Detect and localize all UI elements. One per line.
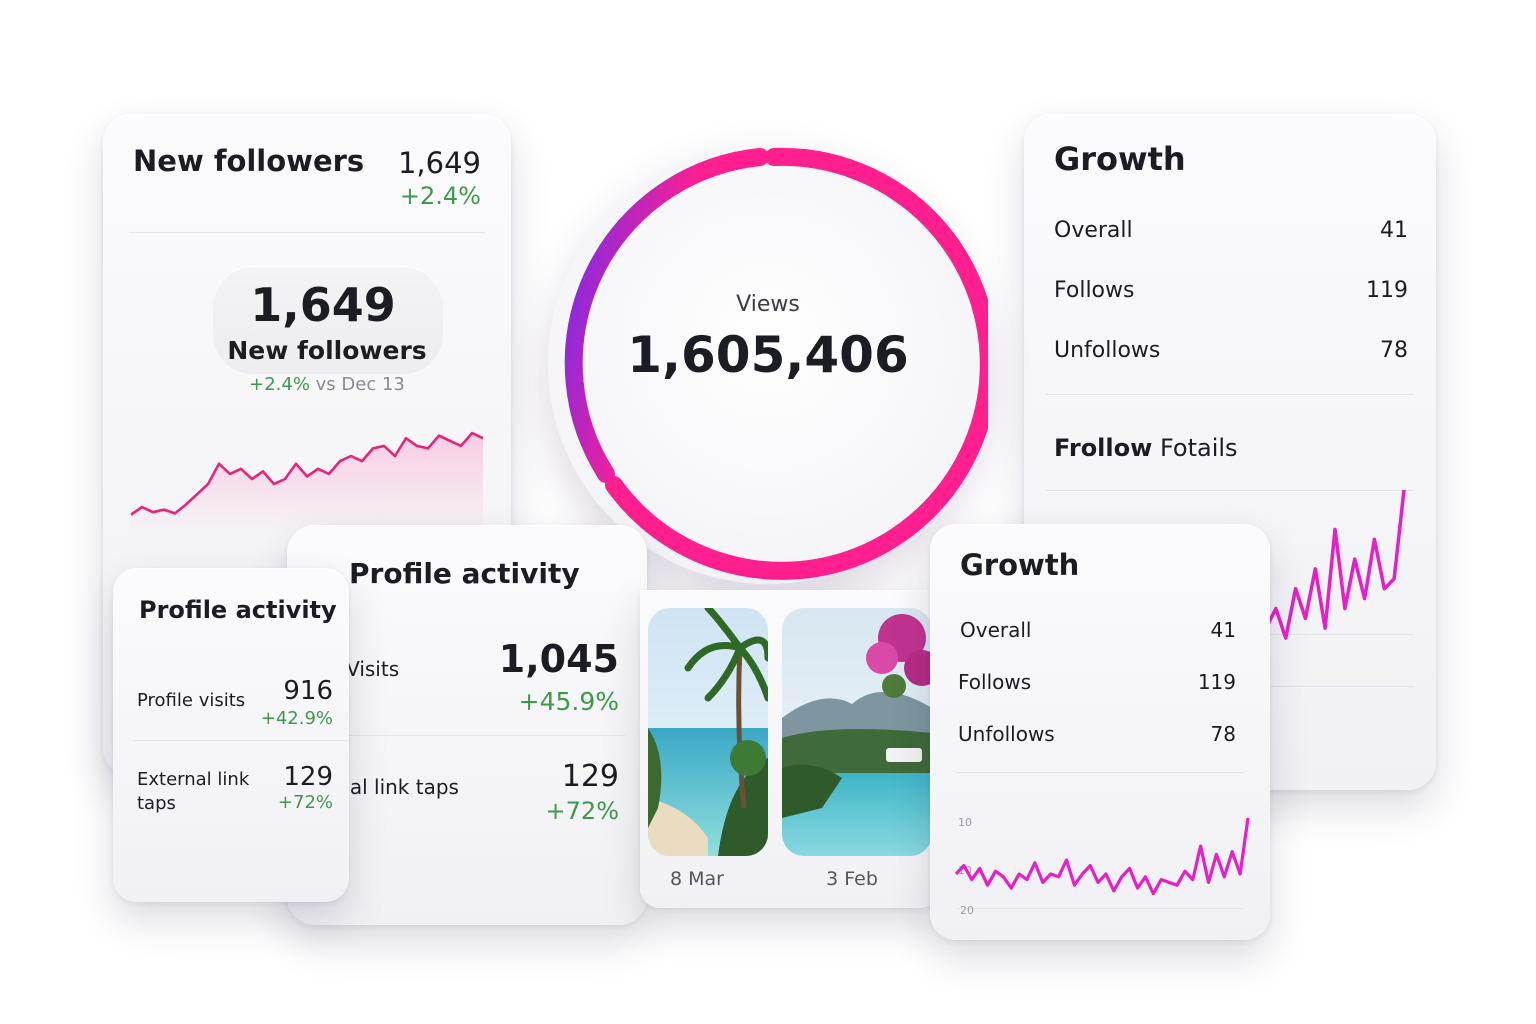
follow-details-bold: Frollow [1054, 434, 1153, 462]
profile-visits-label: Profile visits [137, 690, 246, 711]
trend-line [954, 817, 1250, 896]
row-value: 119 [1366, 278, 1408, 303]
follow-details-rest: Fotails [1159, 434, 1238, 462]
visits-value: 1,045 [498, 637, 619, 681]
vs-change: +2.4% [249, 374, 310, 395]
infinity-pool-photo[interactable] [782, 608, 932, 856]
row-value: 78 [1380, 338, 1408, 363]
ring-segment-pink [605, 147, 988, 580]
profile-visits-change: +42.9% [260, 708, 333, 729]
growth-back-trend-chart [1264, 489, 1406, 640]
growth-row-overall: Overall 41 [960, 618, 1236, 642]
new-followers-change: +2.4% [399, 182, 481, 210]
row-label: Follows [958, 670, 1032, 694]
infinity-pool-image [782, 608, 932, 856]
external-link-label: External link taps [137, 769, 250, 814]
row-value: 41 [1380, 218, 1408, 243]
views-ring [564, 147, 988, 580]
profile-activity-title: Profile activity [349, 557, 580, 590]
photo-date-2: 3 Feb [826, 868, 878, 890]
divider [956, 908, 1244, 909]
row-value: 41 [1210, 618, 1236, 642]
beach-palm-image [648, 608, 768, 856]
growth-row-follows: Follows 119 [1054, 278, 1408, 303]
row-label: Overall [960, 618, 1032, 642]
divider [133, 740, 349, 741]
divider [287, 735, 625, 736]
trend-line [1264, 489, 1406, 640]
growth-front-trend-chart [954, 817, 1250, 896]
growth-title: Growth [960, 548, 1080, 582]
external-link-change: +72% [545, 797, 619, 825]
profile-activity-card-front[interactable]: Profile activity Profile visits 916 +42.… [113, 568, 349, 902]
divider [956, 772, 1244, 773]
row-value: 78 [1210, 722, 1236, 746]
beach-palm-photo[interactable] [648, 608, 768, 856]
new-followers-title: New followers [133, 144, 365, 178]
trend-area [131, 433, 483, 534]
divider [1046, 394, 1414, 395]
views-label: Views [736, 292, 800, 317]
new-followers-big-label: New followers [227, 336, 427, 365]
divider [1046, 490, 1414, 491]
growth-row-overall: Overall 41 [1054, 218, 1408, 243]
external-link-value: 129 [561, 759, 619, 794]
views-donut[interactable]: Views 1,605,406 [548, 144, 988, 584]
external-link-change: +72% [277, 792, 333, 813]
growth-row-unfollows: Unfollows 78 [1054, 338, 1408, 363]
highlight-pill [213, 266, 443, 374]
photo-date-1: 8 Mar [670, 868, 724, 890]
ring-segment-purple [564, 148, 769, 483]
growth-row-unfollows: Unfollows 78 [958, 722, 1236, 746]
new-followers-big-value: 1,649 [250, 278, 396, 332]
row-value: 119 [1197, 670, 1236, 694]
trend-line [130, 431, 484, 516]
row-label: Follows [1054, 278, 1135, 303]
row-label: Unfollows [1054, 338, 1161, 363]
axis-tick: 10 [958, 816, 972, 829]
axis-tick: 20 [960, 904, 974, 917]
follow-details-title: Frollow Fotails [1054, 434, 1238, 462]
visits-change: +45.9% [518, 687, 619, 716]
growth-card-front[interactable]: Growth Overall 41 Follows 119 Unfollows … [930, 524, 1270, 940]
vs-text: vs Dec 13 [315, 374, 405, 395]
views-value: 1,605,406 [627, 326, 909, 384]
row-label: Unfollows [958, 722, 1055, 746]
new-followers-trend-chart [130, 431, 484, 534]
profile-visits-value: 916 [283, 676, 333, 706]
photo-strip: 8 Mar 3 Feb [640, 590, 940, 908]
new-followers-total: 1,649 [397, 146, 481, 180]
row-label: Overall [1054, 218, 1133, 243]
divider [129, 232, 485, 233]
growth-title: Growth [1054, 140, 1186, 178]
external-link-value: 129 [283, 762, 333, 792]
new-followers-vs: +2.4% vs Dec 13 [103, 374, 551, 395]
growth-row-follows: Follows 119 [958, 670, 1236, 694]
profile-activity-title: Profile activity [139, 596, 337, 624]
